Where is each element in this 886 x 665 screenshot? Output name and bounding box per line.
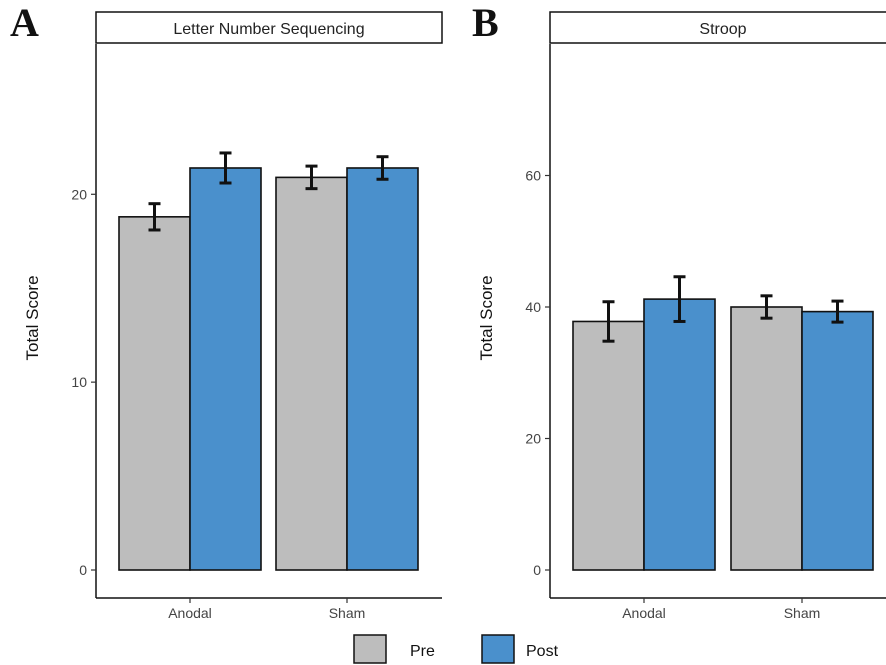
error-bar-post-sham (376, 155, 389, 181)
bar-pre-anodal (118, 216, 191, 571)
error-bar-pre-sham (760, 294, 773, 320)
panel-letter-number-sequencing: A Letter Number Sequencing Total Score 0… (10, 0, 443, 621)
panel-letter-b: B (472, 0, 499, 45)
strip-title-a: Letter Number Sequencing (173, 21, 364, 38)
x-tick-label-anodal: Anodal (622, 605, 666, 621)
panel-stroop: B Stroop Total Score 0 20 40 60 Anodal Sham (472, 0, 886, 621)
bar-pre-sham (730, 306, 803, 571)
bar-pre-anodal (572, 320, 645, 571)
panel-letter-a: A (10, 0, 39, 45)
bar-post-anodal (643, 298, 716, 571)
legend: Pre Post (353, 634, 559, 664)
plot-area-a: 0 10 20 Anodal Sham (71, 44, 442, 621)
y-tick-label: 20 (525, 431, 541, 447)
error-bar-post-sham (831, 299, 844, 324)
y-tick-label: 10 (71, 374, 87, 390)
y-tick-label: 0 (79, 562, 87, 578)
x-tick-label-sham: Sham (329, 605, 366, 621)
bar-pre-sham (275, 176, 348, 571)
x-tick-label-anodal: Anodal (168, 605, 212, 621)
error-bar-pre-sham (305, 164, 318, 191)
error-bar-pre-anodal (148, 202, 161, 232)
y-tick-label: 20 (71, 186, 87, 202)
y-axis-title-b: Total Score (477, 275, 496, 360)
legend-swatch-post (481, 634, 515, 664)
error-bar-pre-anodal (602, 300, 615, 343)
y-axis-title-a: Total Score (23, 275, 42, 360)
legend-label-post: Post (526, 643, 559, 660)
plot-area-b: 0 20 40 60 Anodal Sham (525, 44, 886, 621)
strip-title-b: Stroop (699, 21, 746, 38)
strip-box-b (549, 11, 886, 44)
y-tick-label: 40 (525, 299, 541, 315)
strip-box-a (95, 11, 443, 44)
y-tick-label: 0 (533, 562, 541, 578)
bar-post-sham (346, 167, 419, 571)
error-bar-post-anodal (219, 151, 232, 185)
legend-label-pre: Pre (410, 643, 435, 660)
bar-post-anodal (189, 167, 262, 571)
y-tick-label: 60 (525, 168, 541, 184)
legend-swatch-pre (353, 634, 387, 664)
error-bar-post-anodal (673, 275, 686, 323)
x-tick-label-sham: Sham (784, 605, 821, 621)
bar-post-sham (801, 310, 874, 571)
